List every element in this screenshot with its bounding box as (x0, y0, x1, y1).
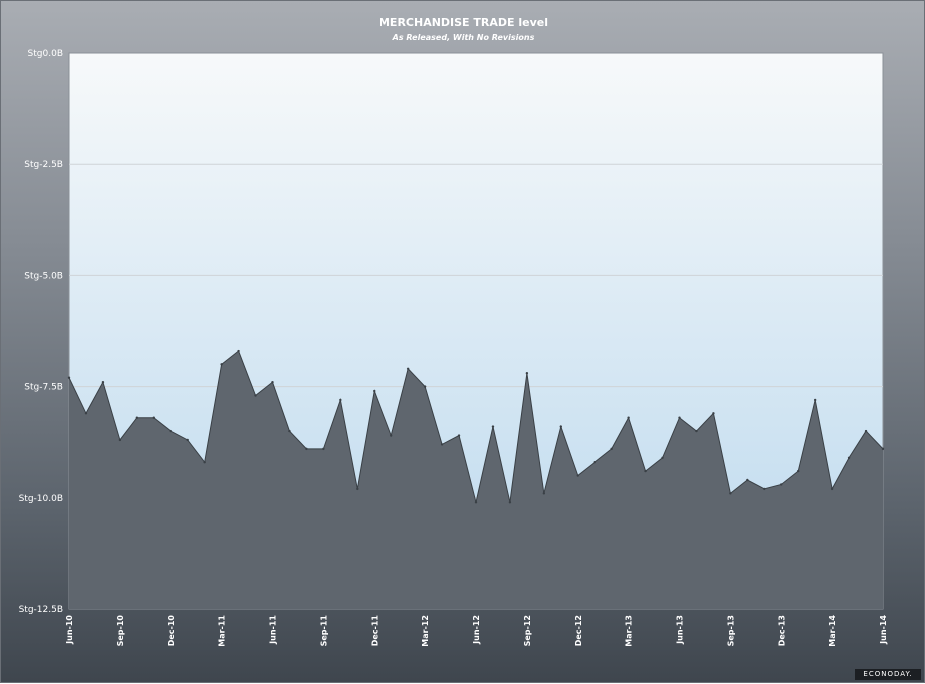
x-tick-label: Mar-11 (218, 615, 227, 647)
data-point (356, 487, 359, 491)
data-point (610, 447, 613, 451)
x-tick-label: Sep-11 (319, 615, 328, 647)
data-point (491, 425, 495, 428)
data-point (797, 469, 800, 473)
data-point (169, 429, 172, 433)
data-point (305, 447, 308, 451)
y-tick-label: Stg0.0B (28, 49, 63, 59)
y-tick-label: Stg-5.0B (24, 271, 63, 281)
data-point (152, 416, 155, 419)
data-point (780, 483, 783, 486)
chart-title: MERCHANDISE TRADE level (378, 16, 548, 29)
data-point (271, 380, 274, 384)
y-tick-label: Stg-7.5B (24, 383, 63, 393)
data-point (288, 429, 291, 433)
x-tick-label: Dec-12 (574, 615, 583, 646)
x-tick-label: Mar-12 (421, 615, 430, 647)
data-point (763, 487, 766, 491)
data-point (695, 429, 698, 433)
y-axis: Stg0.0B Stg-2.5B Stg-5.0B Stg-7.5B Stg-10.0B… (19, 49, 63, 615)
data-point (203, 461, 206, 464)
data-points (67, 349, 885, 504)
data-point (406, 367, 410, 371)
data-point (559, 425, 562, 428)
x-tick-label: Jun-14 (879, 615, 888, 645)
x-tick-label: Sep-10 (116, 615, 125, 647)
data-point (220, 363, 223, 366)
data-point (830, 487, 834, 491)
data-point (339, 398, 342, 402)
data-point (423, 385, 427, 388)
econoday-logo: ECONODAY. (855, 669, 921, 680)
data-point (864, 429, 868, 433)
data-point (440, 443, 444, 446)
x-tick-label: Jun-13 (676, 615, 685, 645)
data-point (813, 398, 817, 402)
data-point (712, 412, 715, 415)
data-point (322, 447, 325, 451)
data-point (390, 434, 393, 437)
y-tick-label: Stg-12.5B (19, 605, 63, 615)
data-point (729, 492, 732, 495)
data-point (881, 447, 885, 451)
x-tick-label: Mar-14 (828, 615, 837, 647)
data-point (627, 416, 630, 419)
data-point (593, 461, 596, 464)
data-point (576, 474, 579, 477)
data-point (678, 416, 681, 419)
x-tick-label: Dec-11 (370, 615, 379, 647)
x-axis: Jun-10 Sep-10 Dec-10 Mar-11 Jun-11 Sep-11 Dec-… (65, 615, 888, 647)
data-point (135, 416, 139, 419)
data-point (474, 501, 478, 504)
y-tick-label: Stg-10.0B (19, 494, 63, 504)
data-point (118, 438, 122, 442)
data-point (254, 394, 257, 397)
data-point (542, 492, 546, 495)
x-tick-label: Sep-12 (523, 615, 532, 646)
data-point (746, 478, 749, 482)
data-point (847, 456, 851, 459)
x-tick-label: Dec-10 (167, 615, 176, 647)
data-point (237, 349, 240, 353)
data-point (84, 412, 88, 415)
x-tick-label: Sep-13 (726, 615, 735, 646)
x-tick-label: Jun-12 (472, 615, 481, 645)
data-point (508, 501, 512, 504)
data-point (67, 376, 71, 379)
data-point (661, 456, 664, 459)
y-tick-label: Stg-2.5B (24, 160, 63, 170)
x-tick-label: Mar-13 (625, 615, 634, 647)
series-area (69, 351, 883, 609)
x-tick-label: Dec-13 (777, 615, 786, 646)
data-point (644, 469, 647, 473)
chart-subtitle: As Released, With No Revisions (392, 33, 535, 42)
x-tick-label: Jun-11 (269, 615, 278, 645)
data-point (186, 438, 189, 442)
x-tick-label: Jun-10 (65, 615, 74, 645)
data-point (525, 372, 529, 375)
data-point (101, 380, 105, 384)
data-point (457, 434, 461, 437)
data-point (373, 389, 376, 393)
